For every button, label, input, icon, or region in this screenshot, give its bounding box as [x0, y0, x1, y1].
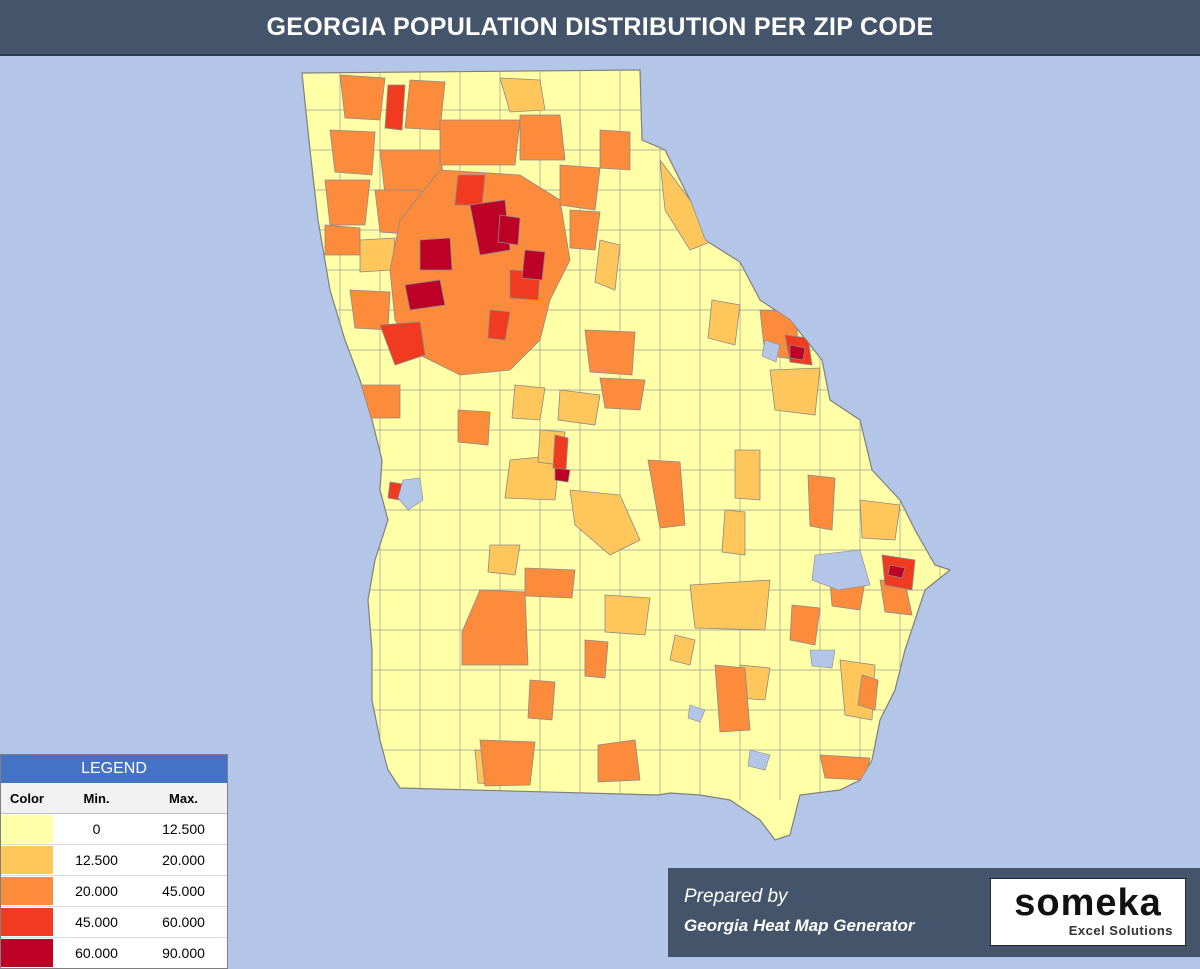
- zips-12500-20000: [359, 77, 901, 786]
- zip-regions: [302, 70, 950, 800]
- legend-row: 20.000 45.000: [1, 875, 227, 907]
- someka-logo[interactable]: someka Excel Solutions: [990, 878, 1186, 946]
- credit-generator-name: Georgia Heat Map Generator: [684, 916, 915, 935]
- credit-panel: Prepared by Georgia Heat Map Generator s…: [668, 868, 1200, 957]
- legend-row: 0 12.500: [1, 813, 227, 845]
- legend-swatch: [1, 875, 53, 907]
- lakes: [397, 339, 871, 771]
- legend-max: 20.000: [140, 844, 227, 876]
- legend-row: 45.000 60.000: [1, 906, 227, 938]
- legend-swatch: [1, 906, 53, 938]
- legend-col-min: Min.: [53, 783, 140, 814]
- legend-swatch: [1, 844, 53, 876]
- legend-min: 0: [53, 813, 140, 845]
- legend: LEGEND Color Min. Max. 0 12.500 12.500: [0, 754, 228, 969]
- legend-max: 90.000: [140, 937, 227, 968]
- legend-min: 45.000: [53, 906, 140, 938]
- logo-subtitle: Excel Solutions: [1068, 923, 1173, 938]
- map-area: LEGEND Color Min. Max. 0 12.500 12.500: [0, 56, 1200, 969]
- legend-row: 12.500 20.000: [1, 844, 227, 876]
- legend-min: 12.500: [53, 844, 140, 876]
- legend-max: 45.000: [140, 875, 227, 907]
- zips-60000-90000: [404, 199, 906, 579]
- legend-col-color: Color: [1, 783, 53, 814]
- georgia-map: [301, 69, 952, 841]
- legend-title: LEGEND: [1, 755, 227, 783]
- legend-table: Color Min. Max. 0 12.500 12.500 20.000: [1, 783, 227, 968]
- zips-20000-45000: [324, 74, 913, 787]
- credit-prepared-by: Prepared by: [684, 886, 788, 907]
- legend-col-max: Max.: [140, 783, 227, 814]
- legend-swatch: [1, 813, 53, 845]
- legend-header-row: Color Min. Max.: [1, 783, 227, 814]
- map-title: GEORGIA POPULATION DISTRIBUTION PER ZIP …: [266, 12, 934, 41]
- legend-max: 60.000: [140, 906, 227, 938]
- legend-max: 12.500: [140, 813, 227, 845]
- legend-min: 60.000: [53, 937, 140, 968]
- title-bar: GEORGIA POPULATION DISTRIBUTION PER ZIP …: [0, 0, 1200, 56]
- logo-brand: someka: [1014, 882, 1162, 924]
- legend-row: 60.000 90.000: [1, 937, 227, 968]
- legend-swatch: [1, 937, 53, 968]
- legend-min: 20.000: [53, 875, 140, 907]
